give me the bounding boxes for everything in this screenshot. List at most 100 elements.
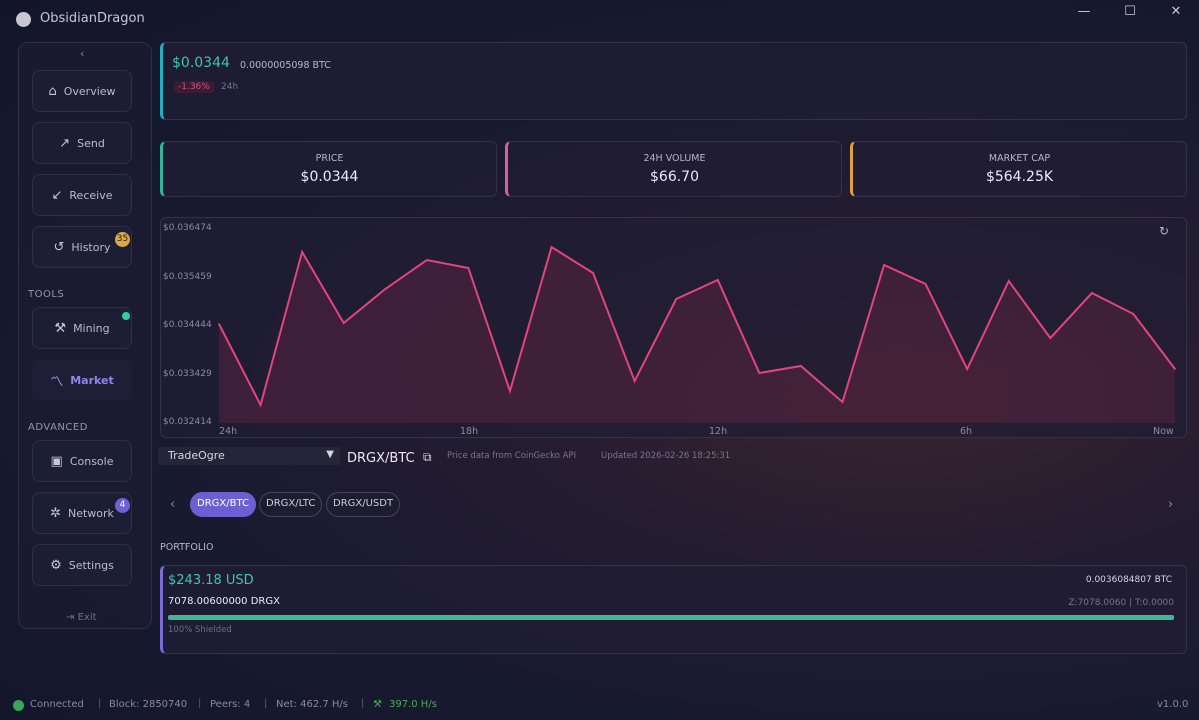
refresh-icon[interactable]: ↻ [1159, 224, 1170, 238]
nav-label: History [71, 240, 111, 254]
history-badge: 35 [115, 232, 130, 247]
network-icon: ✲ [50, 505, 61, 521]
sidebar-item-mining[interactable]: ⚒ Mining [32, 307, 132, 349]
chart-point [1174, 368, 1176, 370]
sidebar-item-console[interactable]: ▣ Console [32, 440, 132, 482]
stat-label: MARKET CAP [988, 153, 1051, 164]
section-tools: TOOLS [28, 289, 65, 300]
app-logo-icon [16, 12, 31, 27]
divider: | [264, 698, 268, 709]
chart-point [924, 283, 927, 285]
sidebar-item-settings[interactable]: ⚙ Settings [32, 544, 132, 586]
portfolio-drgx: 7078.00600000 DRGX [168, 596, 280, 607]
portfolio-usd: $243.18 USD [168, 573, 254, 588]
minimize-button[interactable]: — [1077, 4, 1091, 19]
status-block: Block: 2850740 [109, 699, 188, 710]
chart-point [675, 298, 678, 300]
chart-point [758, 372, 761, 374]
close-button[interactable]: ✕ [1170, 4, 1182, 19]
console-icon: ▣ [50, 453, 63, 469]
portfolio-card: $243.18 USD 0.0036084807 BTC 7078.006000… [160, 565, 1187, 654]
sidebar-item-receive[interactable]: ↙ Receive [32, 174, 132, 216]
chart-point [550, 246, 553, 248]
collapse-sidebar-button[interactable]: ‹ [80, 47, 85, 60]
sidebar-item-network[interactable]: ✲ Network 4 [32, 492, 132, 534]
home-icon: ⌂ [48, 83, 57, 99]
receive-arrow-icon: ↙ [51, 187, 63, 203]
chart-point [301, 251, 303, 253]
pair-chip-usdt[interactable]: DRGX/USDT [326, 492, 401, 517]
nav-label: Send [77, 136, 105, 150]
status-net-hashrate: Net: 462.7 H/s [276, 699, 349, 710]
pair-chip-ltc[interactable]: DRGX/LTC [259, 492, 323, 517]
pairs-prev-button[interactable]: ‹ [170, 497, 176, 512]
chart-point [592, 272, 594, 274]
chart-area [219, 247, 1175, 423]
external-link-icon[interactable]: ⧉ [423, 450, 432, 464]
status-connected: Connected [30, 699, 84, 710]
nav-label: Console [69, 454, 114, 468]
chart-point [966, 368, 968, 370]
chart-point [841, 401, 844, 403]
y-tick: $0.036474 [163, 223, 212, 233]
app-title: ObsidianDragon [40, 11, 145, 26]
history-icon: ↺ [53, 239, 65, 255]
connection-status-icon [13, 700, 24, 711]
maximize-button[interactable]: ☐ [1124, 4, 1136, 19]
exit-label: Exit [77, 612, 97, 623]
exchange-select[interactable]: TradeOgre ▼ [158, 447, 340, 465]
chevron-down-icon: ▼ [326, 449, 334, 460]
chart-point [342, 322, 345, 324]
y-tick: $0.033429 [163, 369, 212, 379]
status-peers: Peers: 4 [210, 699, 251, 710]
divider: | [98, 698, 102, 709]
stat-card-volume: 24H VOLUME $66.70 [505, 141, 842, 197]
pairs-next-button[interactable]: › [1168, 497, 1174, 512]
x-tick: 6h [960, 426, 973, 437]
change-badge: -1.36% [174, 81, 214, 93]
y-tick: $0.034444 [163, 320, 212, 330]
chart-point [384, 288, 387, 290]
divider: | [361, 698, 365, 709]
gear-icon: ⚙ [50, 557, 62, 573]
sidebar-item-overview[interactable]: ⌂ Overview [32, 70, 132, 112]
chart-point [259, 404, 262, 406]
pair-chip-btc[interactable]: DRGX/BTC [190, 492, 256, 517]
mining-tools-icon: ⚒ [54, 320, 67, 336]
pair-title: DRGX/BTC [347, 451, 415, 466]
change-period: 24h [221, 82, 239, 92]
price-chart [160, 217, 1187, 438]
stat-label: PRICE [315, 153, 344, 164]
nav-label: Market [70, 373, 114, 387]
hero-btc-price: 0.0000005098 BTC [240, 60, 331, 71]
chart-point [218, 323, 220, 325]
stat-card-price: PRICE $0.0344 [160, 141, 497, 197]
market-chart-icon: 〽 [50, 374, 64, 390]
x-tick: 24h [219, 426, 238, 437]
y-tick: $0.035459 [163, 272, 212, 282]
x-tick: Now [1153, 426, 1174, 437]
chart-point [1007, 280, 1010, 282]
hero-price: $0.0344 [172, 55, 230, 71]
mining-icon: ⚒ [373, 699, 382, 710]
x-tick: 12h [709, 426, 728, 437]
chart-line [218, 245, 1176, 408]
portfolio-heading: PORTFOLIO [160, 542, 214, 553]
portfolio-btc: 0.0036084807 BTC [1085, 575, 1172, 585]
mining-status-dot [122, 312, 130, 320]
nav-label: Network [67, 506, 114, 520]
nav-label: Mining [73, 321, 110, 335]
sidebar-item-market[interactable]: 〽 Market [32, 359, 132, 401]
shielded-progress [168, 615, 1174, 620]
exit-button[interactable]: ⇥ Exit [66, 612, 97, 623]
shielded-progress-fill [168, 615, 1174, 620]
exchange-value: TradeOgre [168, 449, 225, 462]
nav-label: Overview [63, 84, 116, 98]
sidebar-item-send[interactable]: ↗ Send [32, 122, 132, 164]
chart-point [426, 259, 428, 261]
sidebar-item-history[interactable]: ↺ History 35 [32, 226, 132, 268]
network-badge: 4 [115, 498, 130, 513]
nav-label: Settings [68, 558, 114, 572]
stat-value: $564.25K [985, 169, 1054, 185]
